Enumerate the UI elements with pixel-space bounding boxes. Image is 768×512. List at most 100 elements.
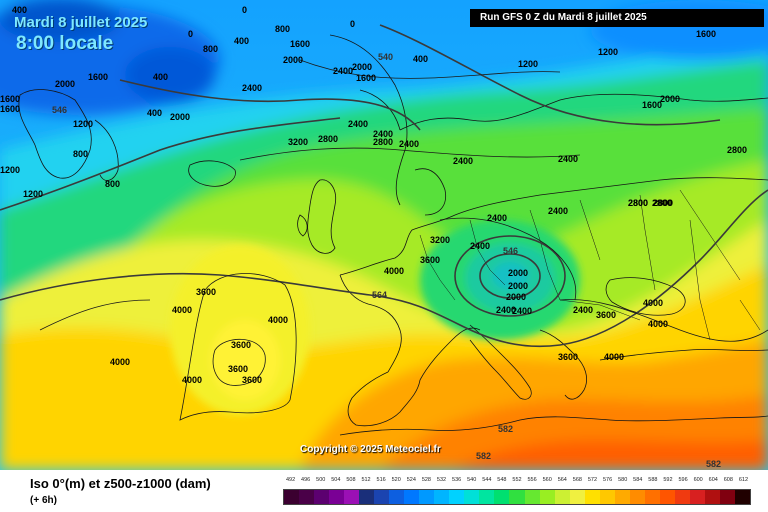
legend-swatch [614,490,630,504]
iso0-label: 2400 [333,66,353,76]
iso0-label: 2000 [508,281,528,291]
iso0-label: 3200 [288,137,308,147]
iso0-label: 4000 [604,352,624,362]
legend-value: 580 [618,477,628,483]
forecast-step: (+ 6h) [30,495,57,506]
iso0-label: 4000 [172,305,192,315]
iso0-label: 4000 [110,357,130,367]
legend-swatch [599,490,615,504]
iso0-label: 0 [350,19,355,29]
copyright-text: Copyright © 2025 Meteociel.fr [300,444,441,455]
iso0-label: 1200 [0,165,20,175]
legend-value: 536 [452,477,462,483]
legend-value: 516 [376,477,386,483]
iso0-label: 4000 [182,375,202,385]
legend-value: 588 [648,477,658,483]
legend-swatch [734,490,750,504]
legend-value: 612 [738,477,749,483]
iso0-label: 2000 [283,55,303,65]
z500-label: 564 [372,290,387,300]
iso0-label: 2000 [170,112,190,122]
iso0-label: 800 [73,149,88,159]
legend-value: 584 [633,477,643,483]
iso0-label: 3600 [420,255,440,265]
legend-value: 592 [663,477,673,483]
legend-value: 520 [391,477,401,483]
iso0-label: 2000 [506,292,526,302]
iso0-label: 2400 [496,305,516,315]
legend-swatch [284,490,300,504]
iso0-label: 2400 [548,206,568,216]
iso0-label: 2400 [348,119,368,129]
legend-value: 492 [285,477,296,483]
iso0-label: 2800 [727,145,747,155]
iso0-label: 400 [413,54,428,64]
iso0-label: 2400 [373,129,393,139]
z500-label: 546 [52,105,67,115]
legend-value: 532 [436,477,447,483]
iso0-label: 800 [275,24,290,34]
iso0-label: 1600 [356,73,376,83]
iso0-label: 400 [153,72,168,82]
legend-value: 568 [572,477,582,483]
legend-value: 512 [361,477,371,483]
iso0-label: 400 [147,108,162,118]
legend-swatch [464,490,480,504]
legend-swatch [629,490,645,504]
weather-map: 400 0 0 0 400 800 800 1600 1600 1200 160… [0,0,768,470]
z500-label: 582 [498,424,513,434]
legend-value: 600 [693,477,703,483]
iso0-label: 1600 [0,94,20,104]
legend-swatch [314,490,330,504]
z500-label: 540 [378,52,393,62]
iso0-label: 1600 [0,104,20,114]
legend-swatch [494,490,510,504]
legend-swatch [299,490,315,504]
legend-swatch [479,490,495,504]
legend-swatch [644,490,660,504]
iso0-label: 2800 [373,137,393,147]
iso0-label: 2400 [558,154,578,164]
legend-value: 540 [467,477,477,483]
run-label: Run GFS 0 Z du Mardi 8 juillet 2025 [470,9,764,27]
iso0-label: 4000 [384,266,404,276]
legend-swatch [674,490,690,504]
legend-swatch [434,490,450,504]
legend-swatch [524,490,540,504]
iso0-label: 3600 [196,287,216,297]
iso0-label: 3600 [228,364,248,374]
coastlines [18,34,768,436]
iso0-label: 0 [242,5,247,15]
iso0-label: 2000 [55,79,75,89]
legend-value: 576 [602,477,613,483]
legend-value: 572 [587,477,598,483]
iso0-label: 1200 [598,47,618,57]
chart-title: Iso 0°(m) et z500-z1000 (dam) [30,476,211,491]
legend-swatch [539,490,555,504]
iso0-label: 4000 [268,315,288,325]
iso0-label: 2400 [573,305,593,315]
thickness-contours [0,24,768,348]
legend-swatch [344,490,360,504]
iso0-label: 3600 [231,340,251,350]
legend-value: 508 [346,477,356,483]
iso0-label: 3600 [242,375,262,385]
map-labels: 400 0 0 0 400 800 800 1600 1600 1200 160… [0,5,747,469]
iso0-label: 4000 [643,298,663,308]
iso0-label: 2400 [242,83,262,93]
iso0-label: 2400 [487,213,507,223]
legend-value: 548 [497,477,507,483]
footer: Iso 0°(m) et z500-z1000 (dam) (+ 6h) 492… [0,470,768,512]
iso0-label: 3600 [558,352,578,362]
legend-value: 544 [482,477,492,483]
legend-swatch [359,490,375,504]
z500-label: 582 [706,459,721,469]
forecast-time: 8:00 locale [16,33,114,54]
legend-swatch [389,490,405,504]
legend-value: 524 [406,477,416,483]
legend-value: 564 [557,477,567,483]
legend-value: 604 [708,477,718,483]
legend-swatch [569,490,585,504]
iso0-label: 2800 [628,198,648,208]
